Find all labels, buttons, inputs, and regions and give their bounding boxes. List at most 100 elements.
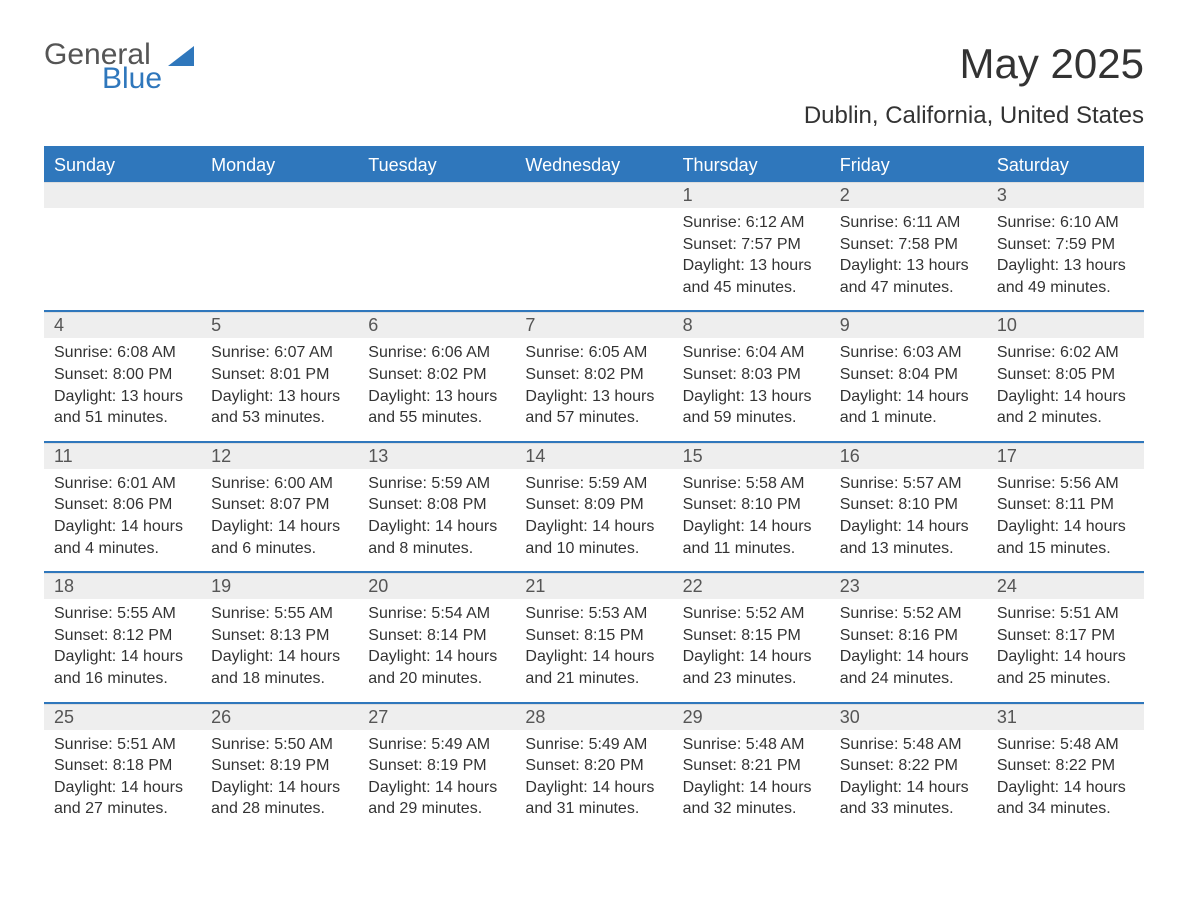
day-number: 16 (830, 443, 987, 469)
day-details: Sunrise: 5:52 AMSunset: 8:15 PMDaylight:… (673, 599, 830, 689)
sunrise-text: Sunrise: 6:06 AM (368, 342, 505, 364)
sunrise-text: Sunrise: 5:52 AM (683, 603, 820, 625)
day-number: 7 (515, 312, 672, 338)
day-cell: 13Sunrise: 5:59 AMSunset: 8:08 PMDayligh… (358, 443, 515, 571)
day-details: Sunrise: 5:53 AMSunset: 8:15 PMDaylight:… (515, 599, 672, 689)
sunrise-text: Sunrise: 5:54 AM (368, 603, 505, 625)
sunrise-text: Sunrise: 5:50 AM (211, 734, 348, 756)
day-number: 18 (44, 573, 201, 599)
day-details: Sunrise: 6:04 AMSunset: 8:03 PMDaylight:… (673, 338, 830, 428)
sunrise-text: Sunrise: 5:48 AM (997, 734, 1134, 756)
day-details: Sunrise: 5:51 AMSunset: 8:18 PMDaylight:… (44, 730, 201, 820)
sunset-text: Sunset: 8:17 PM (997, 625, 1134, 647)
day-cell: 23Sunrise: 5:52 AMSunset: 8:16 PMDayligh… (830, 573, 987, 701)
dow-sunday: Sunday (44, 149, 201, 182)
sunset-text: Sunset: 8:05 PM (997, 364, 1134, 386)
daylight-text: Daylight: 14 hours and 10 minutes. (525, 516, 662, 559)
daylight-text: Daylight: 13 hours and 49 minutes. (997, 255, 1134, 298)
sunrise-text: Sunrise: 5:55 AM (211, 603, 348, 625)
sunset-text: Sunset: 7:59 PM (997, 234, 1134, 256)
daylight-text: Daylight: 14 hours and 6 minutes. (211, 516, 348, 559)
day-number (201, 182, 358, 208)
day-cell: 8Sunrise: 6:04 AMSunset: 8:03 PMDaylight… (673, 312, 830, 440)
day-number (44, 182, 201, 208)
day-number (358, 182, 515, 208)
day-details: Sunrise: 5:55 AMSunset: 8:12 PMDaylight:… (44, 599, 201, 689)
sunset-text: Sunset: 8:15 PM (683, 625, 820, 647)
day-cell: 16Sunrise: 5:57 AMSunset: 8:10 PMDayligh… (830, 443, 987, 571)
sunset-text: Sunset: 8:21 PM (683, 755, 820, 777)
day-number: 19 (201, 573, 358, 599)
day-details: Sunrise: 6:05 AMSunset: 8:02 PMDaylight:… (515, 338, 672, 428)
day-details: Sunrise: 6:08 AMSunset: 8:00 PMDaylight:… (44, 338, 201, 428)
daylight-text: Daylight: 14 hours and 1 minute. (840, 386, 977, 429)
day-cell: 11Sunrise: 6:01 AMSunset: 8:06 PMDayligh… (44, 443, 201, 571)
sunset-text: Sunset: 8:03 PM (683, 364, 820, 386)
day-details: Sunrise: 5:54 AMSunset: 8:14 PMDaylight:… (358, 599, 515, 689)
week-row: 1Sunrise: 6:12 AMSunset: 7:57 PMDaylight… (44, 182, 1144, 310)
day-number: 11 (44, 443, 201, 469)
sunset-text: Sunset: 8:02 PM (525, 364, 662, 386)
sunset-text: Sunset: 8:22 PM (997, 755, 1134, 777)
day-number: 2 (830, 182, 987, 208)
day-details: Sunrise: 6:10 AMSunset: 7:59 PMDaylight:… (987, 208, 1144, 298)
day-details: Sunrise: 5:50 AMSunset: 8:19 PMDaylight:… (201, 730, 358, 820)
day-cell: 26Sunrise: 5:50 AMSunset: 8:19 PMDayligh… (201, 704, 358, 832)
sunrise-text: Sunrise: 5:48 AM (683, 734, 820, 756)
day-details: Sunrise: 5:48 AMSunset: 8:21 PMDaylight:… (673, 730, 830, 820)
sunset-text: Sunset: 8:00 PM (54, 364, 191, 386)
day-cell: 22Sunrise: 5:52 AMSunset: 8:15 PMDayligh… (673, 573, 830, 701)
daylight-text: Daylight: 13 hours and 57 minutes. (525, 386, 662, 429)
day-cell: 17Sunrise: 5:56 AMSunset: 8:11 PMDayligh… (987, 443, 1144, 571)
day-cell: 19Sunrise: 5:55 AMSunset: 8:13 PMDayligh… (201, 573, 358, 701)
sunrise-text: Sunrise: 5:51 AM (54, 734, 191, 756)
sunrise-text: Sunrise: 6:02 AM (997, 342, 1134, 364)
day-number: 23 (830, 573, 987, 599)
day-details: Sunrise: 5:55 AMSunset: 8:13 PMDaylight:… (201, 599, 358, 689)
daylight-text: Daylight: 14 hours and 34 minutes. (997, 777, 1134, 820)
day-details: Sunrise: 6:01 AMSunset: 8:06 PMDaylight:… (44, 469, 201, 559)
day-details: Sunrise: 5:49 AMSunset: 8:20 PMDaylight:… (515, 730, 672, 820)
daylight-text: Daylight: 14 hours and 20 minutes. (368, 646, 505, 689)
sunrise-text: Sunrise: 5:55 AM (54, 603, 191, 625)
sunrise-text: Sunrise: 6:04 AM (683, 342, 820, 364)
sunrise-text: Sunrise: 6:07 AM (211, 342, 348, 364)
sunrise-text: Sunrise: 5:52 AM (840, 603, 977, 625)
sunset-text: Sunset: 7:58 PM (840, 234, 977, 256)
day-details: Sunrise: 6:03 AMSunset: 8:04 PMDaylight:… (830, 338, 987, 428)
sunset-text: Sunset: 8:11 PM (997, 494, 1134, 516)
day-number: 14 (515, 443, 672, 469)
day-cell (44, 182, 201, 310)
day-cell (358, 182, 515, 310)
day-cell: 30Sunrise: 5:48 AMSunset: 8:22 PMDayligh… (830, 704, 987, 832)
daylight-text: Daylight: 14 hours and 24 minutes. (840, 646, 977, 689)
sunrise-text: Sunrise: 6:11 AM (840, 212, 977, 234)
day-details: Sunrise: 5:59 AMSunset: 8:09 PMDaylight:… (515, 469, 672, 559)
sunrise-text: Sunrise: 6:00 AM (211, 473, 348, 495)
daylight-text: Daylight: 13 hours and 45 minutes. (683, 255, 820, 298)
day-cell: 7Sunrise: 6:05 AMSunset: 8:02 PMDaylight… (515, 312, 672, 440)
daylight-text: Daylight: 14 hours and 25 minutes. (997, 646, 1134, 689)
day-number: 15 (673, 443, 830, 469)
logo-sail-icon (168, 44, 198, 73)
sunset-text: Sunset: 7:57 PM (683, 234, 820, 256)
month-title: May 2025 (804, 40, 1144, 88)
location-text: Dublin, California, United States (804, 102, 1144, 130)
day-details: Sunrise: 6:00 AMSunset: 8:07 PMDaylight:… (201, 469, 358, 559)
day-number: 22 (673, 573, 830, 599)
daylight-text: Daylight: 14 hours and 15 minutes. (997, 516, 1134, 559)
sunrise-text: Sunrise: 6:01 AM (54, 473, 191, 495)
day-cell: 5Sunrise: 6:07 AMSunset: 8:01 PMDaylight… (201, 312, 358, 440)
day-details: Sunrise: 5:51 AMSunset: 8:17 PMDaylight:… (987, 599, 1144, 689)
daylight-text: Daylight: 14 hours and 2 minutes. (997, 386, 1134, 429)
dow-thursday: Thursday (673, 149, 830, 182)
day-cell: 15Sunrise: 5:58 AMSunset: 8:10 PMDayligh… (673, 443, 830, 571)
day-details: Sunrise: 5:58 AMSunset: 8:10 PMDaylight:… (673, 469, 830, 559)
day-number: 4 (44, 312, 201, 338)
day-cell (201, 182, 358, 310)
daylight-text: Daylight: 14 hours and 31 minutes. (525, 777, 662, 820)
sunset-text: Sunset: 8:02 PM (368, 364, 505, 386)
sunrise-text: Sunrise: 6:10 AM (997, 212, 1134, 234)
sunrise-text: Sunrise: 6:12 AM (683, 212, 820, 234)
day-cell (515, 182, 672, 310)
